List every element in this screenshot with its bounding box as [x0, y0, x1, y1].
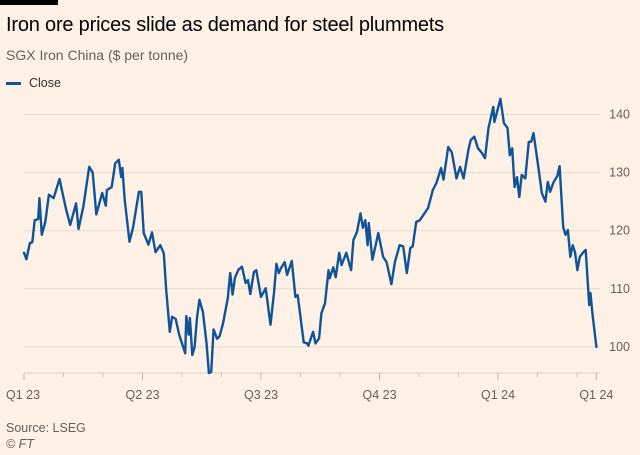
legend: Close — [6, 76, 61, 90]
y-tick-label: 140 — [609, 108, 630, 122]
y-tick-label: 120 — [609, 224, 630, 238]
x-tick-label: Q3 23 — [244, 388, 278, 402]
chart-title: Iron ore prices slide as demand for stee… — [6, 14, 444, 36]
ft-brand-bar — [0, 0, 58, 5]
x-tick-label: Q1 23 — [6, 388, 40, 402]
copyright-note: © FT — [6, 437, 34, 451]
x-tick-label: Q2 23 — [125, 388, 159, 402]
legend-label-close: Close — [29, 76, 61, 90]
x-tick-label: Q1 24 — [579, 388, 613, 402]
y-tick-label: 100 — [609, 340, 630, 354]
y-tick-label: 130 — [609, 166, 630, 180]
chart-subtitle: SGX Iron China ($ per tonne) — [6, 47, 189, 63]
series-line-close — [22, 97, 598, 375]
y-tick-label: 110 — [610, 282, 630, 296]
legend-swatch-close — [6, 81, 21, 85]
x-tick-label: Q1 24 — [481, 388, 515, 402]
x-tick-label: Q4 23 — [362, 388, 396, 402]
source-note: Source: LSEG — [6, 421, 86, 435]
